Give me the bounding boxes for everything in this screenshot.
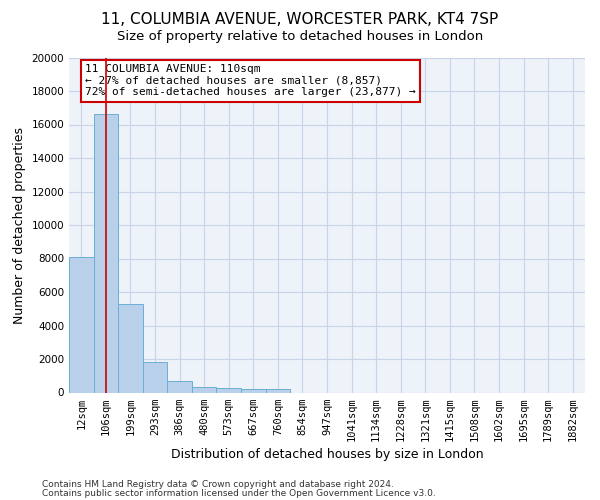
Text: 11 COLUMBIA AVENUE: 110sqm
← 27% of detached houses are smaller (8,857)
72% of s: 11 COLUMBIA AVENUE: 110sqm ← 27% of deta…	[85, 64, 416, 98]
Bar	[167, 381, 192, 392]
Bar	[94, 114, 118, 392]
Text: Contains HM Land Registry data © Crown copyright and database right 2024.: Contains HM Land Registry data © Crown c…	[42, 480, 394, 489]
Text: 11, COLUMBIA AVENUE, WORCESTER PARK, KT4 7SP: 11, COLUMBIA AVENUE, WORCESTER PARK, KT4…	[101, 12, 499, 28]
X-axis label: Distribution of detached houses by size in London: Distribution of detached houses by size …	[170, 448, 484, 461]
Text: Size of property relative to detached houses in London: Size of property relative to detached ho…	[117, 30, 483, 43]
Bar	[143, 362, 167, 392]
Bar	[69, 257, 94, 392]
Text: Contains public sector information licensed under the Open Government Licence v3: Contains public sector information licen…	[42, 490, 436, 498]
Bar	[266, 389, 290, 392]
Y-axis label: Number of detached properties: Number of detached properties	[13, 126, 26, 324]
Bar	[118, 304, 143, 392]
Bar	[192, 386, 217, 392]
Bar	[217, 388, 241, 392]
Bar	[241, 390, 266, 392]
